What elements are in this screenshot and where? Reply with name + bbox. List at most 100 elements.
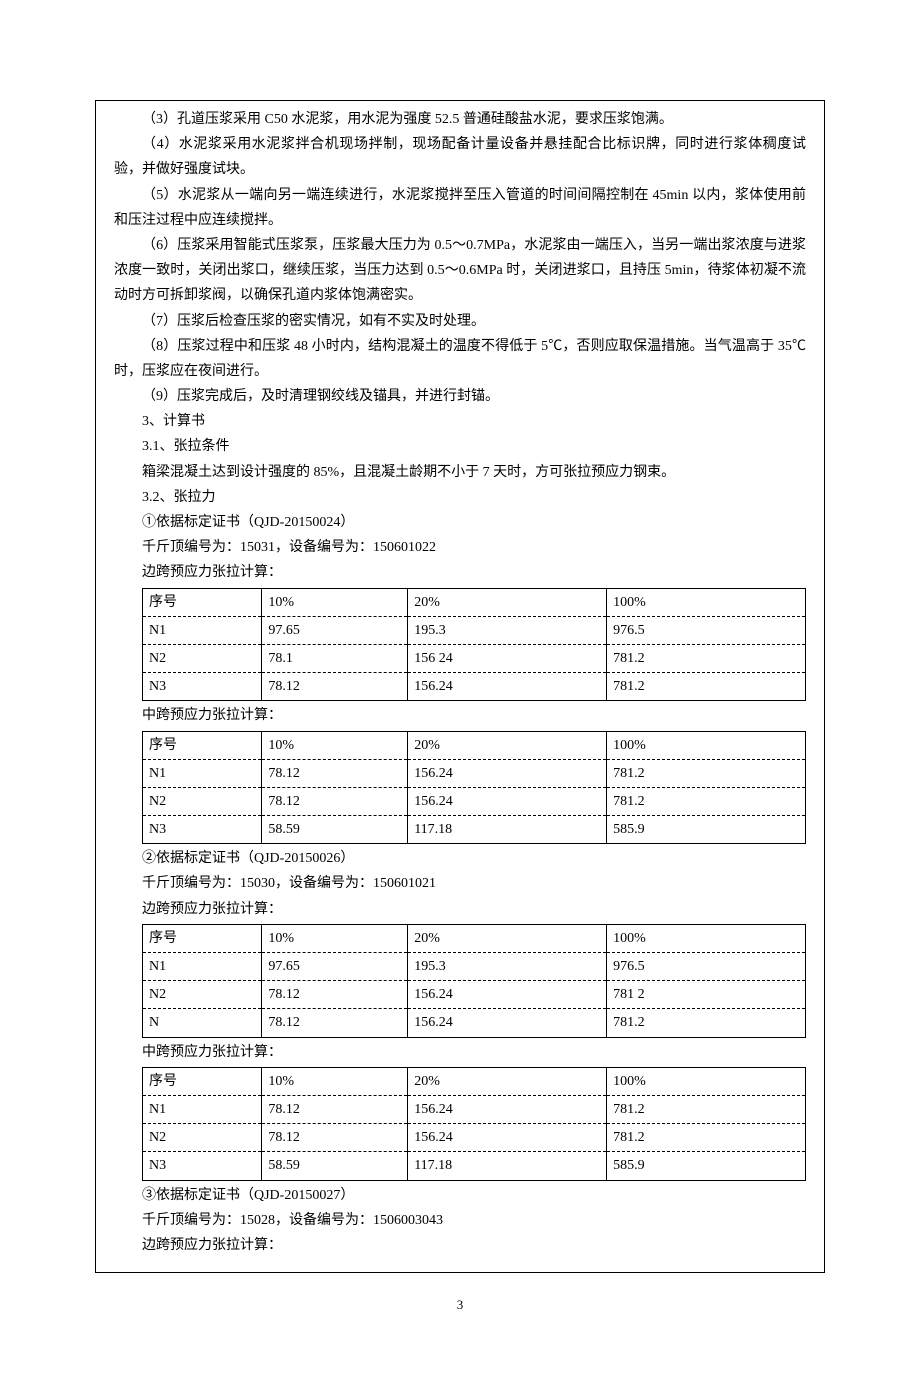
th-seq: 序号 (143, 731, 262, 759)
cell: 195.3 (408, 616, 607, 644)
cell: 781.2 (607, 759, 806, 787)
side-calc-label-1: 边跨预应力张拉计算： (114, 560, 806, 585)
table-2-side: 序号 10% 20% 100% N1 97.65 195.3 976.5 N2 … (142, 924, 806, 1038)
th-100: 100% (607, 924, 806, 952)
cell: N1 (143, 953, 262, 981)
th-20: 20% (408, 588, 607, 616)
cell: 78.12 (262, 1009, 408, 1037)
page-number: 3 (95, 1293, 825, 1316)
table-row: N3 58.59 117.18 585.9 (143, 1152, 806, 1180)
table-1-side: 序号 10% 20% 100% N1 97.65 195.3 976.5 N2 … (142, 588, 806, 702)
paragraph-9: （9）压浆完成后，及时清理钢绞线及锚具，并进行封锚。 (114, 384, 806, 409)
table-row: N3 78.12 156.24 781.2 (143, 673, 806, 701)
cell: 585.9 (607, 816, 806, 844)
cell: 976.5 (607, 616, 806, 644)
cert-3-info: 千斤顶编号为：15028，设备编号为：1506003043 (114, 1208, 806, 1233)
th-20: 20% (408, 924, 607, 952)
section-3-1-content: 箱梁混凝土达到设计强度的 85%，且混凝土龄期不小于 7 天时，方可张拉预应力钢… (114, 460, 806, 485)
cert-1-info: 千斤顶编号为：15031，设备编号为：150601022 (114, 535, 806, 560)
cell: N1 (143, 616, 262, 644)
table-row: N2 78.12 156.24 781.2 (143, 1124, 806, 1152)
cell: N2 (143, 644, 262, 672)
th-100: 100% (607, 588, 806, 616)
cell: 78.12 (262, 673, 408, 701)
table-row: N1 78.12 156.24 781.2 (143, 1095, 806, 1123)
table-row: N1 97.65 195.3 976.5 (143, 616, 806, 644)
cell: N2 (143, 981, 262, 1009)
cell: 781.2 (607, 1095, 806, 1123)
cell: 78.12 (262, 981, 408, 1009)
table-row: N2 78.1 156 24 781.2 (143, 644, 806, 672)
table-row: N1 97.65 195.3 976.5 (143, 953, 806, 981)
table-row: N3 58.59 117.18 585.9 (143, 816, 806, 844)
cell: 156.24 (408, 981, 607, 1009)
th-100: 100% (607, 1067, 806, 1095)
th-seq: 序号 (143, 588, 262, 616)
cell: 585.9 (607, 1152, 806, 1180)
table-row: N2 78.12 156.24 781 2 (143, 981, 806, 1009)
cell: 117.18 (408, 816, 607, 844)
mid-calc-label-2: 中跨预应力张拉计算： (114, 1040, 806, 1065)
cell: 781.2 (607, 1009, 806, 1037)
th-20: 20% (408, 731, 607, 759)
cell: 78.1 (262, 644, 408, 672)
section-3-2: 3.2、张拉力 (114, 485, 806, 510)
th-10: 10% (262, 731, 408, 759)
cell: 156.24 (408, 1009, 607, 1037)
cell: 58.59 (262, 816, 408, 844)
table-row: N 78.12 156.24 781.2 (143, 1009, 806, 1037)
paragraph-3: （3）孔道压浆采用 C50 水泥浆，用水泥为强度 52.5 普通硅酸盐水泥，要求… (114, 107, 806, 132)
th-20: 20% (408, 1067, 607, 1095)
cert-2-info: 千斤顶编号为：15030，设备编号为：150601021 (114, 871, 806, 896)
paragraph-8: （8）压浆过程中和压浆 48 小时内，结构混凝土的温度不得低于 5℃，否则应取保… (114, 334, 806, 384)
cell: N (143, 1009, 262, 1037)
side-calc-label-2: 边跨预应力张拉计算： (114, 897, 806, 922)
cert-2-title: ②依据标定证书（QJD-20150026） (114, 846, 806, 871)
section-3: 3、计算书 (114, 409, 806, 434)
table-1-mid: 序号 10% 20% 100% N1 78.12 156.24 781.2 N2… (142, 731, 806, 845)
cell: 781 2 (607, 981, 806, 1009)
cell: 58.59 (262, 1152, 408, 1180)
table-header-row: 序号 10% 20% 100% (143, 588, 806, 616)
cell: N1 (143, 1095, 262, 1123)
table-row: N2 78.12 156.24 781.2 (143, 787, 806, 815)
mid-calc-label-1: 中跨预应力张拉计算： (114, 703, 806, 728)
cell: N3 (143, 1152, 262, 1180)
cert-3-title: ③依据标定证书（QJD-20150027） (114, 1183, 806, 1208)
cell: 976.5 (607, 953, 806, 981)
paragraph-5: （5）水泥浆从一端向另一端连续进行，水泥浆搅拌至压入管道的时间间隔控制在 45m… (114, 183, 806, 233)
cell: 78.12 (262, 1124, 408, 1152)
cell: N3 (143, 816, 262, 844)
document-frame: （3）孔道压浆采用 C50 水泥浆，用水泥为强度 52.5 普通硅酸盐水泥，要求… (95, 100, 825, 1273)
table-header-row: 序号 10% 20% 100% (143, 731, 806, 759)
th-seq: 序号 (143, 924, 262, 952)
paragraph-7: （7）压浆后检查压浆的密实情况，如有不实及时处理。 (114, 309, 806, 334)
cell: N1 (143, 759, 262, 787)
table-2-mid: 序号 10% 20% 100% N1 78.12 156.24 781.2 N2… (142, 1067, 806, 1181)
cell: 781.2 (607, 1124, 806, 1152)
cell: 156.24 (408, 759, 607, 787)
cell: N2 (143, 787, 262, 815)
cell: 97.65 (262, 616, 408, 644)
th-10: 10% (262, 588, 408, 616)
cell: 781.2 (607, 673, 806, 701)
table-header-row: 序号 10% 20% 100% (143, 924, 806, 952)
cell: N2 (143, 1124, 262, 1152)
cell: 195.3 (408, 953, 607, 981)
cell: N3 (143, 673, 262, 701)
side-calc-label-3: 边跨预应力张拉计算： (114, 1233, 806, 1258)
cell: 78.12 (262, 759, 408, 787)
cell: 97.65 (262, 953, 408, 981)
section-3-1: 3.1、张拉条件 (114, 434, 806, 459)
cell: 117.18 (408, 1152, 607, 1180)
paragraph-4: （4）水泥浆采用水泥浆拌合机现场拌制，现场配备计量设备并悬挂配合比标识牌，同时进… (114, 132, 806, 182)
cell: 78.12 (262, 1095, 408, 1123)
table-row: N1 78.12 156.24 781.2 (143, 759, 806, 787)
cert-1-title: ①依据标定证书（QJD-20150024） (114, 510, 806, 535)
cell: 156 24 (408, 644, 607, 672)
th-seq: 序号 (143, 1067, 262, 1095)
th-10: 10% (262, 924, 408, 952)
th-100: 100% (607, 731, 806, 759)
cell: 781.2 (607, 787, 806, 815)
cell: 156.24 (408, 1095, 607, 1123)
